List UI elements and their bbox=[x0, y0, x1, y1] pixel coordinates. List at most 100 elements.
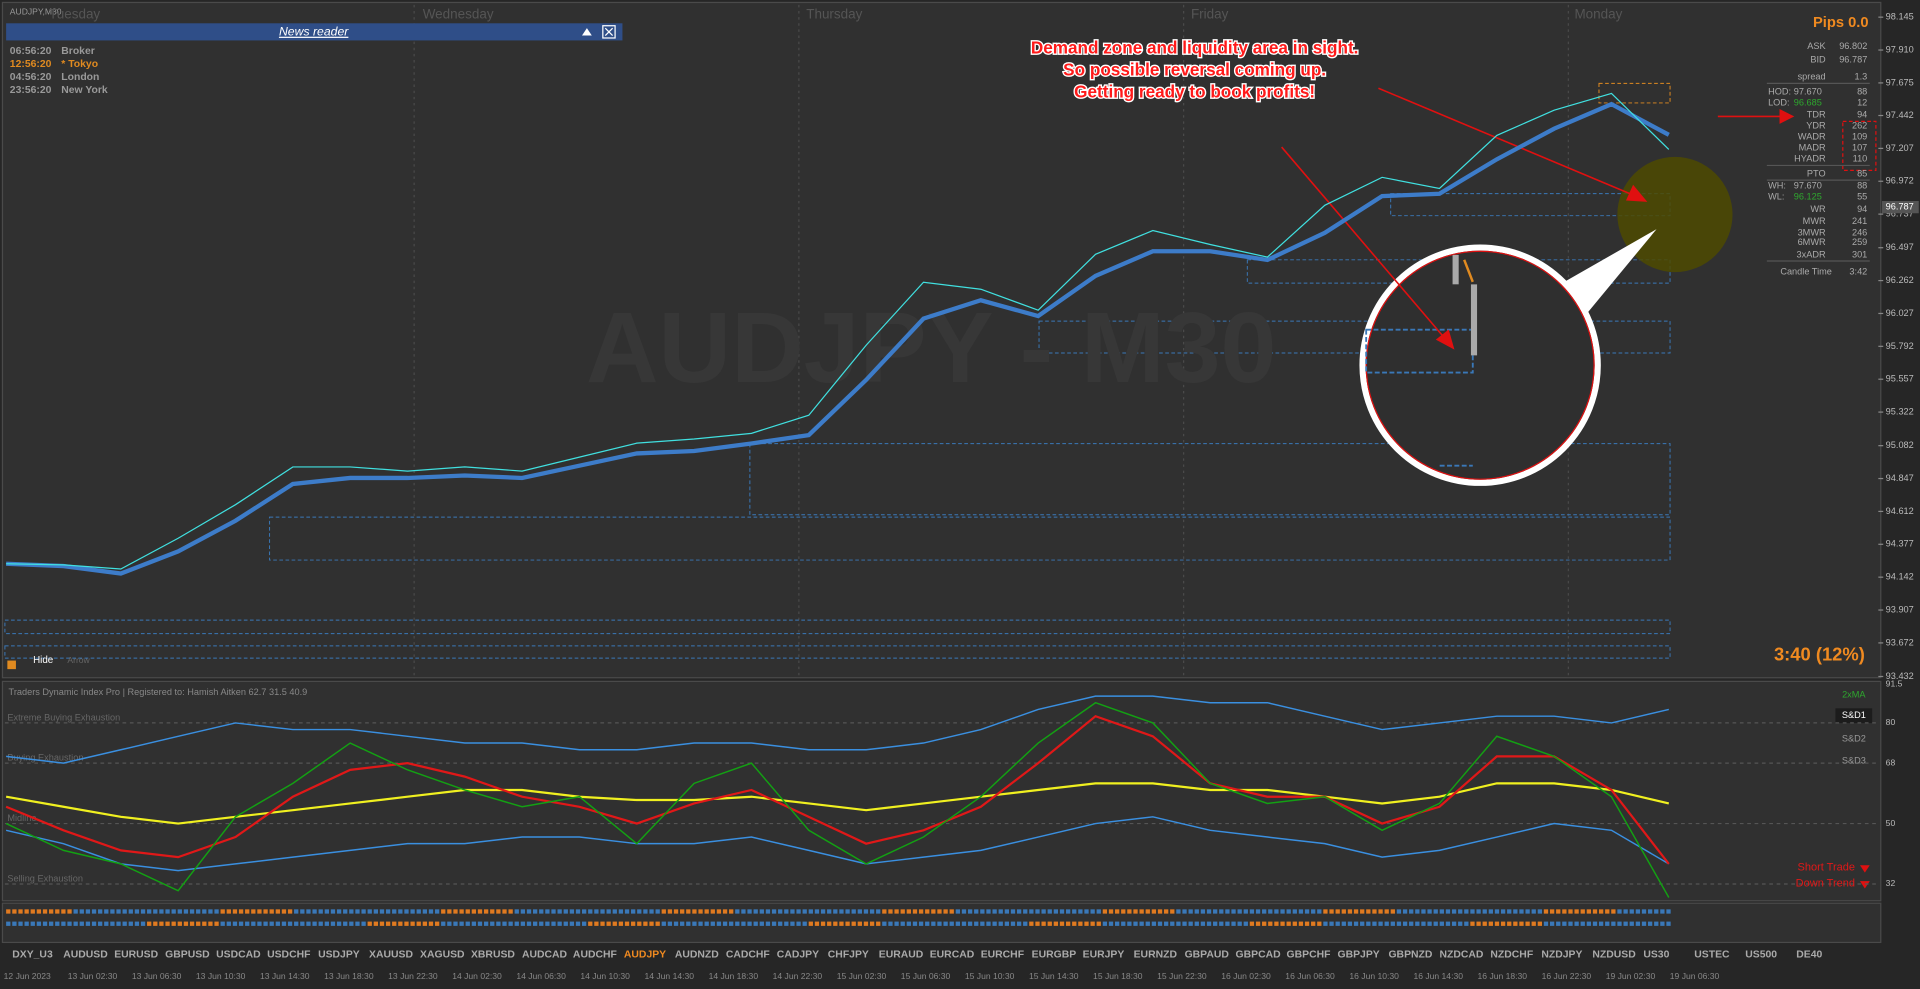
strip-cell bbox=[1059, 909, 1065, 914]
strip-cell bbox=[569, 909, 575, 914]
symbol-tab[interactable]: XAGUSD bbox=[420, 949, 465, 960]
strip-cell bbox=[275, 909, 280, 914]
symbol-tab[interactable]: US500 bbox=[1745, 949, 1777, 960]
strip-cell bbox=[49, 921, 54, 926]
symbol-tab[interactable]: XAUUSD bbox=[369, 949, 413, 960]
strip-cell bbox=[1353, 921, 1359, 926]
strip-cell bbox=[428, 921, 434, 926]
symbol-tab[interactable]: GBPUSD bbox=[165, 949, 210, 960]
strip-cell bbox=[906, 921, 911, 926]
strip-cell bbox=[214, 921, 219, 926]
symbol-tab[interactable]: USDCAD bbox=[216, 949, 261, 960]
symbol-tab[interactable]: DE40 bbox=[1796, 949, 1822, 960]
symbol-tab[interactable]: EURUSD bbox=[114, 949, 158, 960]
hide-button[interactable]: Hide bbox=[33, 655, 54, 666]
strip-cell bbox=[992, 909, 997, 914]
symbol-tab[interactable]: AUDCAD bbox=[522, 949, 568, 960]
strip-cell bbox=[1219, 921, 1224, 926]
symbol-tab[interactable]: EURNZD bbox=[1134, 949, 1178, 960]
strip-cell bbox=[171, 921, 176, 926]
symbol-tab[interactable]: AUDNZD bbox=[675, 949, 719, 960]
symbol-tab[interactable]: CHFJPY bbox=[828, 949, 869, 960]
strip-cell bbox=[1219, 909, 1224, 914]
symbol-tab[interactable]: USTEC bbox=[1694, 949, 1730, 960]
zone-box bbox=[749, 443, 1671, 516]
strip-cell bbox=[1666, 921, 1671, 926]
symbol-tab[interactable]: NZDCAD bbox=[1439, 949, 1483, 960]
news-reader-title[interactable]: News reader bbox=[279, 25, 349, 39]
symbol-tab[interactable]: US30 bbox=[1643, 949, 1669, 960]
strip-cell bbox=[1556, 909, 1561, 914]
strip-cell bbox=[784, 909, 789, 914]
down-arrow bbox=[1859, 865, 1870, 873]
symbol-tab[interactable]: NZDCHF bbox=[1490, 949, 1533, 960]
strip-cell bbox=[1470, 909, 1475, 914]
strip-cell bbox=[753, 921, 758, 926]
strip-cell bbox=[1237, 909, 1242, 914]
strip-cell bbox=[269, 921, 274, 926]
strip-cell bbox=[967, 909, 973, 914]
symbol-tab[interactable]: NZDUSD bbox=[1592, 949, 1636, 960]
symbol-tab[interactable]: EURCHF bbox=[981, 949, 1024, 960]
strip-cell bbox=[477, 909, 483, 914]
symbol-tab[interactable]: XBRUSD bbox=[471, 949, 515, 960]
collapse-button[interactable] bbox=[582, 28, 592, 36]
symbol-tab[interactable]: EURJPY bbox=[1083, 949, 1125, 960]
strip-cell bbox=[1360, 921, 1365, 926]
strip-cell bbox=[686, 921, 691, 926]
time-label: 15 Jun 18:30 bbox=[1093, 971, 1143, 981]
y-tick-label: 94.142 bbox=[1886, 572, 1914, 582]
strip-cell bbox=[36, 909, 42, 914]
strip-cell bbox=[1016, 921, 1022, 926]
symbol-tab[interactable]: EURGBP bbox=[1032, 949, 1077, 960]
strip-cell bbox=[900, 921, 905, 926]
strip-cell bbox=[1605, 921, 1610, 926]
symbol-tab[interactable]: DXY_U3 bbox=[12, 949, 53, 960]
symbol-tab[interactable]: CADCHF bbox=[726, 949, 770, 960]
strip-cell bbox=[85, 909, 91, 914]
strip-cell bbox=[1562, 921, 1567, 926]
symbol-tab[interactable]: GBPCHF bbox=[1287, 949, 1331, 960]
strip-cell bbox=[1513, 909, 1518, 914]
strip-cell bbox=[747, 921, 752, 926]
symbol-tab[interactable]: NZDJPY bbox=[1541, 949, 1582, 960]
strip-cell bbox=[422, 909, 428, 914]
symbol-tab[interactable]: AUDUSD bbox=[63, 949, 108, 960]
strip-cell bbox=[343, 909, 348, 914]
symbol-tab[interactable]: CADJPY bbox=[777, 949, 819, 960]
arrow-button[interactable]: Arrow bbox=[67, 655, 90, 665]
info-label: WH: bbox=[1768, 181, 1786, 191]
strip-cell bbox=[729, 909, 734, 914]
legend-highlight bbox=[1835, 708, 1873, 724]
strip-cell bbox=[1317, 921, 1322, 926]
strip-cell bbox=[1329, 921, 1334, 926]
strip-cell bbox=[1439, 921, 1444, 926]
symbol-tab[interactable]: USDCHF bbox=[267, 949, 310, 960]
strip-cell bbox=[735, 921, 740, 926]
symbol-tab[interactable]: USDJPY bbox=[318, 949, 360, 960]
info-label: 6MWR bbox=[1798, 237, 1826, 247]
strip-cell bbox=[1170, 921, 1175, 926]
strip-cell bbox=[1341, 909, 1346, 914]
zone-box bbox=[1038, 320, 1671, 354]
strip-cell bbox=[514, 909, 519, 914]
symbol-tab[interactable]: AUDJPY bbox=[624, 949, 666, 960]
strip-cell bbox=[104, 909, 109, 914]
strip-cell bbox=[1255, 909, 1261, 914]
pips-label: Pips 0.0 bbox=[1813, 15, 1869, 31]
symbol-tab[interactable]: EURCAD bbox=[930, 949, 975, 960]
strip-cell bbox=[134, 909, 140, 914]
symbol-tab[interactable]: GBPNZD bbox=[1388, 949, 1432, 960]
strip-cell bbox=[937, 921, 942, 926]
strip-cell bbox=[563, 921, 568, 926]
symbol-tab[interactable]: GBPAUD bbox=[1185, 949, 1230, 960]
symbol-tab[interactable]: GBPJPY bbox=[1338, 949, 1380, 960]
symbol-tab[interactable]: AUDCHF bbox=[573, 949, 617, 960]
hide-toggle[interactable] bbox=[7, 660, 16, 670]
info-value: 96.802 bbox=[1839, 41, 1867, 51]
info-value: 85 bbox=[1857, 168, 1867, 178]
symbol-tab[interactable]: GBPCAD bbox=[1236, 949, 1282, 960]
strip-cell bbox=[12, 909, 17, 914]
symbol-tab[interactable]: EURAUD bbox=[879, 949, 924, 960]
close-button[interactable] bbox=[602, 25, 616, 39]
